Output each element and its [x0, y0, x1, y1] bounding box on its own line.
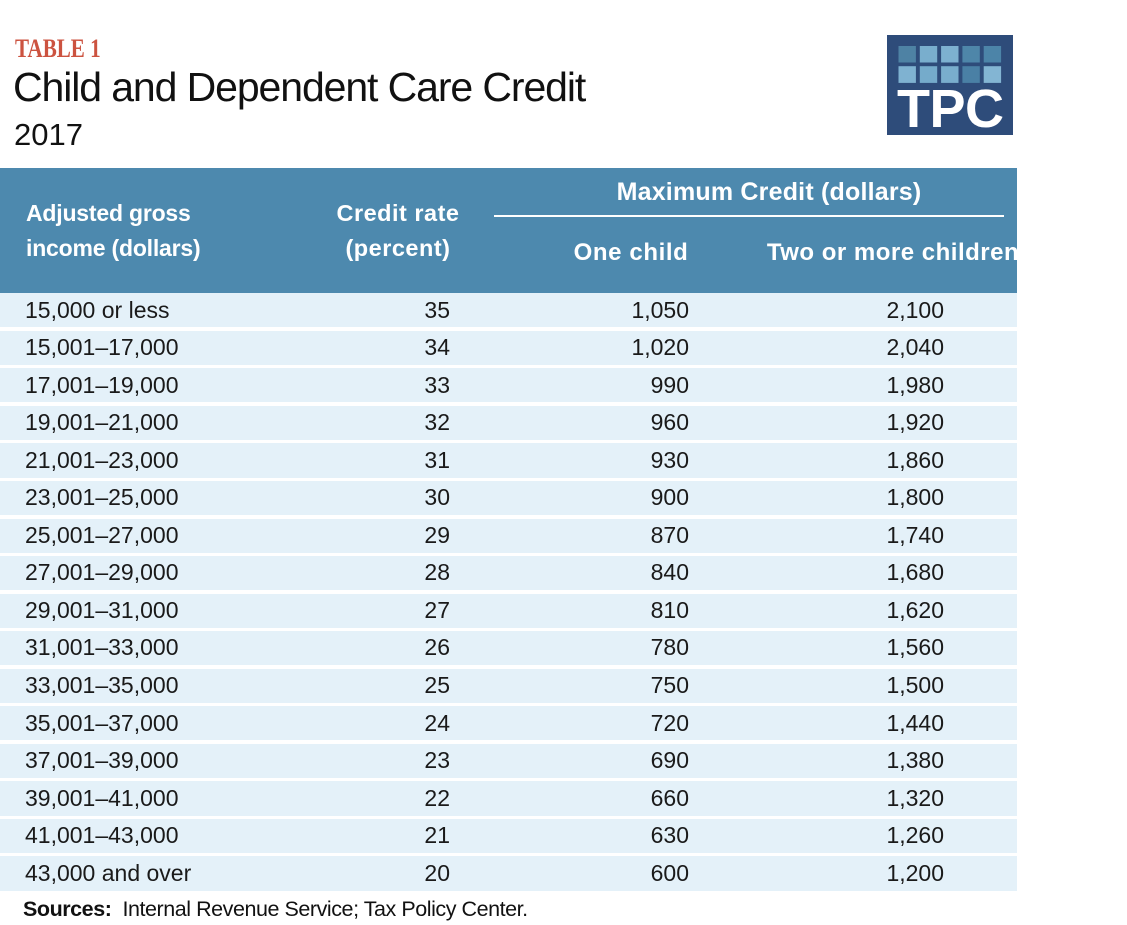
svg-text:TPC: TPC	[897, 79, 1004, 135]
